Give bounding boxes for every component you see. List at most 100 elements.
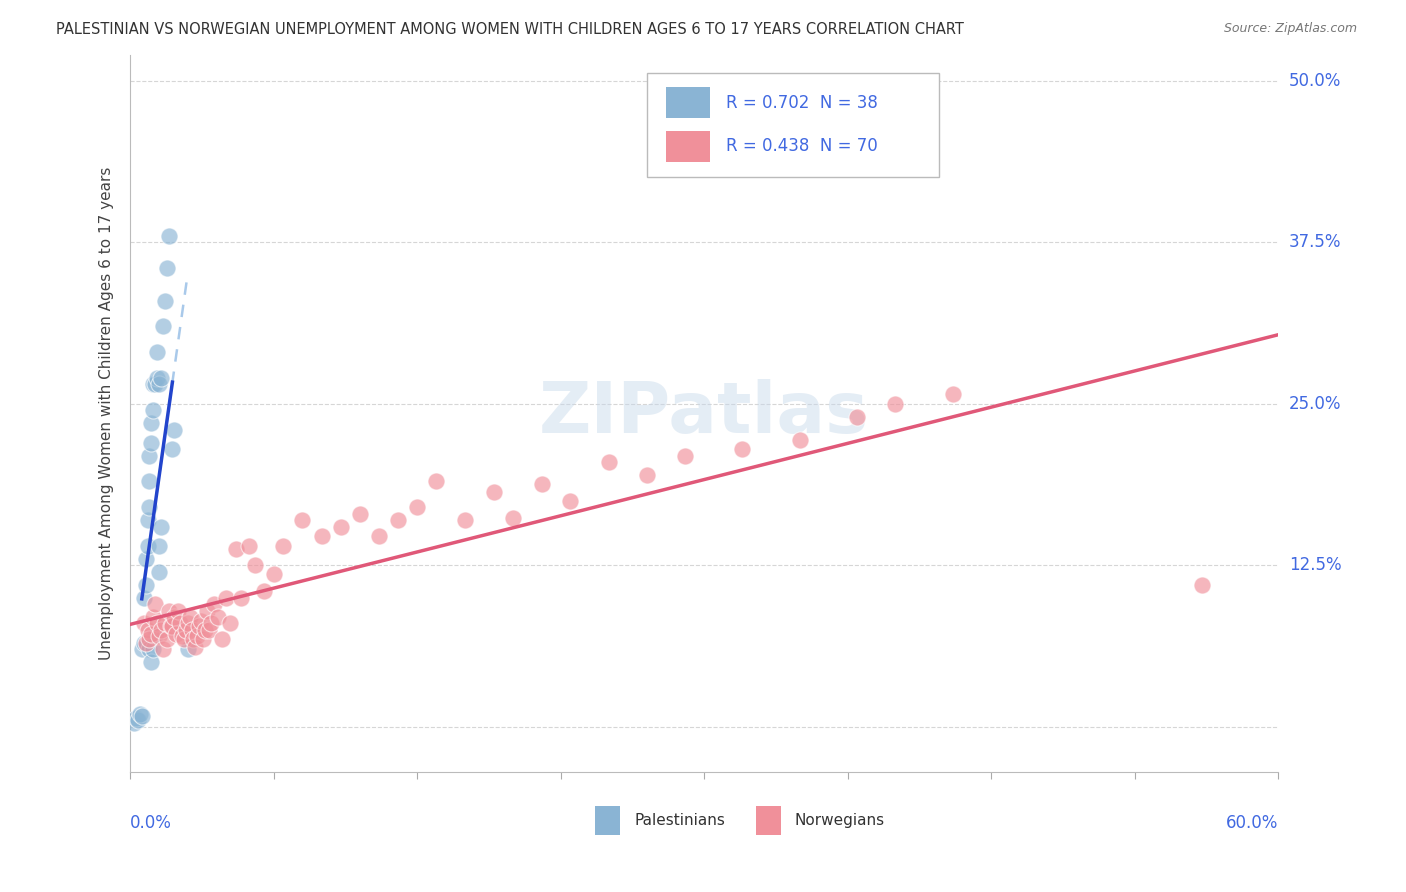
Text: PALESTINIAN VS NORWEGIAN UNEMPLOYMENT AMONG WOMEN WITH CHILDREN AGES 6 TO 17 YEA: PALESTINIAN VS NORWEGIAN UNEMPLOYMENT AM… [56, 22, 965, 37]
Point [846, 409, 869, 424]
Point [179, 610, 201, 624]
Point [194, 623, 217, 637]
Point [598, 455, 620, 469]
Point [502, 510, 524, 524]
Text: 50.0%: 50.0% [1289, 72, 1341, 90]
Point [243, 558, 266, 573]
Text: R = 0.438  N = 70: R = 0.438 N = 70 [725, 137, 877, 155]
Point [141, 626, 163, 640]
Text: 25.0%: 25.0% [1289, 395, 1341, 413]
Point [162, 619, 184, 633]
Point [530, 477, 553, 491]
Point [148, 629, 170, 643]
Point [156, 632, 179, 646]
Point [149, 623, 172, 637]
Point [387, 513, 409, 527]
Point [207, 610, 229, 624]
Point [273, 539, 295, 553]
Point [188, 619, 211, 633]
Point [148, 565, 170, 579]
Point [136, 539, 159, 553]
Point [157, 603, 180, 617]
Point [215, 591, 238, 605]
Point [180, 623, 202, 637]
Point [122, 715, 145, 730]
Point [195, 603, 218, 617]
Point [135, 636, 157, 650]
Bar [756, 806, 782, 835]
Point [142, 610, 165, 624]
Point [149, 519, 172, 533]
Point [173, 632, 195, 646]
Point [190, 614, 212, 628]
Point [167, 603, 190, 617]
Point [170, 629, 193, 643]
Text: 60.0%: 60.0% [1226, 814, 1278, 831]
Point [159, 619, 181, 633]
Text: Palestinians: Palestinians [634, 814, 725, 828]
Point [329, 519, 352, 533]
Point [127, 714, 149, 728]
Text: 0.0%: 0.0% [131, 814, 172, 831]
Point [163, 423, 186, 437]
Text: 12.5%: 12.5% [1289, 557, 1341, 574]
Point [132, 636, 155, 650]
Point [132, 591, 155, 605]
Point [125, 711, 148, 725]
Point [186, 629, 208, 643]
Point [143, 629, 166, 643]
Point [225, 541, 247, 556]
Point [211, 632, 233, 646]
Point [204, 597, 226, 611]
Point [197, 623, 219, 637]
Point [136, 623, 159, 637]
Point [141, 435, 163, 450]
Point [143, 597, 166, 611]
Point [884, 397, 907, 411]
Point [183, 632, 205, 646]
Point [163, 610, 186, 624]
Point [731, 442, 754, 456]
Point [291, 513, 314, 527]
Point [142, 377, 165, 392]
Point [138, 642, 160, 657]
Point [218, 616, 240, 631]
Point [162, 442, 184, 456]
Point [138, 632, 160, 646]
Point [142, 403, 165, 417]
Point [263, 567, 285, 582]
Point [146, 616, 169, 631]
Text: Source: ZipAtlas.com: Source: ZipAtlas.com [1223, 22, 1357, 36]
Point [136, 513, 159, 527]
Point [636, 467, 658, 482]
Point [560, 493, 582, 508]
Point [148, 377, 170, 392]
Point [177, 642, 200, 657]
Point [454, 513, 477, 527]
Point [138, 449, 160, 463]
Bar [595, 806, 620, 835]
Point [152, 642, 174, 657]
Point [132, 616, 155, 631]
Point [165, 626, 187, 640]
Point [146, 371, 169, 385]
Point [673, 449, 696, 463]
Point [174, 623, 197, 637]
Point [152, 319, 174, 334]
Point [191, 632, 214, 646]
Point [135, 577, 157, 591]
Point [238, 539, 260, 553]
Point [368, 528, 391, 542]
Text: R = 0.702  N = 38: R = 0.702 N = 38 [725, 94, 877, 112]
Point [942, 386, 965, 401]
Point [169, 616, 191, 631]
Point [231, 591, 253, 605]
Bar [666, 87, 710, 119]
FancyBboxPatch shape [647, 73, 939, 177]
Text: ZIPatlas: ZIPatlas [538, 379, 869, 448]
Point [425, 475, 447, 489]
Point [138, 500, 160, 515]
Point [482, 484, 505, 499]
Point [184, 640, 207, 654]
Point [253, 584, 276, 599]
